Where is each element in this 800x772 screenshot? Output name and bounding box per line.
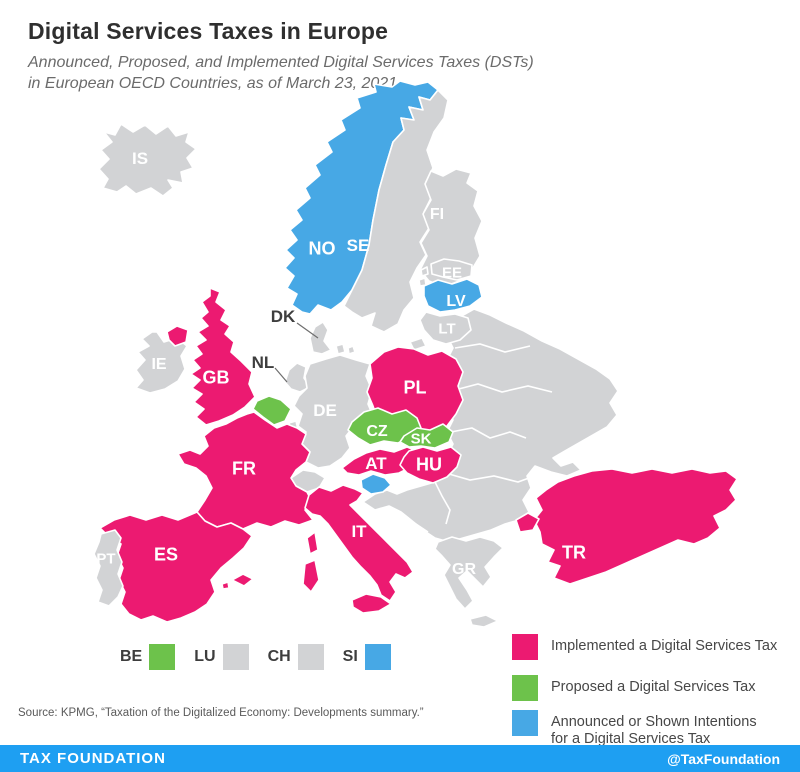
country-se: [343, 89, 449, 333]
mini-legend-item-lu: LU: [194, 644, 249, 670]
country-is: [98, 123, 197, 197]
country-label-hu: HU: [416, 454, 442, 474]
mini-legend-swatch: [222, 644, 249, 670]
country-pt: [93, 529, 124, 607]
border-line-0: [454, 343, 531, 353]
legend-label: for a Digital Services Tax: [551, 731, 711, 747]
legend-swatch-proposed: [512, 675, 538, 701]
country-nl: [284, 362, 311, 393]
mini-legend-code: LU: [194, 648, 216, 665]
page-title: Digital Services Taxes in Europe: [28, 18, 389, 44]
footer-brand: TAX FOUNDATION: [20, 750, 166, 767]
europe-map: IS NO SE FI EE LV LT DK IE GB NL DE PL CZ SK AT HU FR IT ES…: [93, 80, 738, 628]
border-line-1: [454, 383, 553, 393]
country-label-pt: PT: [96, 550, 115, 567]
border-line-3: [448, 473, 530, 483]
country-label-de: DE: [313, 401, 337, 420]
legend-label: Implemented a Digital Services Tax: [551, 638, 778, 654]
country-tr-part1: [515, 512, 540, 533]
mini-legend-swatch: [297, 644, 324, 670]
country-label-at: AT: [365, 454, 387, 473]
callout-line-nl: [274, 367, 288, 383]
border-line-2: [450, 427, 527, 439]
country-label-nl: NL: [252, 353, 275, 372]
country-gb: [190, 287, 256, 426]
country-dk: [309, 321, 332, 355]
country-label-gb: GB: [203, 367, 230, 387]
border-line-5: [388, 505, 429, 533]
mini-legend-code: SI: [342, 648, 358, 665]
border-line-4: [434, 481, 451, 525]
country-label-gr: GR: [452, 561, 476, 578]
country-dk-part2: [347, 345, 356, 355]
country-si: [360, 473, 392, 495]
country-dk-part1: [335, 343, 346, 355]
mini-legend-item-ch: CH: [268, 644, 324, 670]
header: Digital Services Taxes in Europe Announc…: [28, 18, 534, 94]
country-label-dk: DK: [271, 307, 296, 326]
mini-legend: BE LU CH SI: [120, 644, 391, 670]
legend: Implemented a Digital Services Tax Propo…: [512, 634, 777, 748]
country-label-lv: LV: [446, 293, 466, 310]
subtitle-line-1: Announced, Proposed, and Implemented Dig…: [28, 54, 534, 71]
country-label-fi: FI: [430, 206, 444, 223]
country-gb-part1: [166, 325, 189, 347]
country-gr-part1: [469, 614, 499, 628]
country-fi: [419, 168, 483, 288]
mini-legend-code: BE: [120, 648, 143, 665]
country-label-ie: IE: [151, 356, 166, 373]
legend-item-proposed: Proposed a Digital Services Tax: [512, 675, 777, 701]
country-es-part2: [221, 581, 230, 590]
country-label-no: NO: [309, 238, 336, 258]
country-it-part1: [351, 593, 392, 614]
country-lt: [419, 311, 472, 345]
legend-label: Announced or Shown Intentions: [551, 714, 757, 730]
country-lv: [423, 278, 483, 313]
country-sk: [399, 423, 454, 449]
mini-legend-item-si: SI: [343, 644, 391, 670]
country-fr-part1: [306, 531, 319, 555]
subtitle-line-2: in European OECD Countries, as of March …: [28, 75, 398, 92]
country-label-is: IS: [132, 149, 148, 168]
country-de: [293, 354, 375, 469]
country-it-part2: [302, 559, 320, 593]
mini-legend-swatch: [364, 644, 391, 670]
legend-item-announced: Announced or Shown Intentions for a Digi…: [512, 710, 777, 748]
country-label-fr: FR: [232, 458, 256, 478]
country-ee-part1: [420, 266, 429, 277]
country-label-se: SE: [347, 236, 370, 255]
country-be: [252, 395, 292, 426]
country-label-ee: EE: [442, 264, 462, 281]
country-es-part1: [231, 573, 254, 587]
country-it: [304, 484, 414, 602]
country-es: [99, 511, 253, 623]
region-other-europe-1: [409, 337, 427, 351]
mini-legend-swatch: [149, 644, 176, 670]
country-label-es: ES: [154, 544, 178, 564]
country-label-lt: LT: [438, 320, 455, 337]
country-fr: [177, 411, 314, 530]
mini-legend-code: CH: [267, 648, 291, 665]
legend-swatch-implemented: [512, 634, 538, 660]
legend-item-implemented: Implemented a Digital Services Tax: [512, 634, 777, 660]
legend-label: Proposed a Digital Services Tax: [551, 679, 756, 695]
country-hu: [399, 446, 462, 484]
footer-handle: @TaxFoundation: [667, 750, 780, 767]
country-label-cz: CZ: [366, 423, 388, 440]
country-gr: [434, 536, 504, 610]
footer-bar: TAX FOUNDATION @TaxFoundation: [0, 745, 800, 772]
country-tr: [533, 468, 738, 585]
source-note: Source: KPMG, “Taxation of the Digitaliz…: [18, 707, 424, 719]
mini-legend-item-be: BE: [120, 644, 176, 670]
country-label-tr: TR: [562, 542, 586, 562]
country-label-it: IT: [351, 522, 367, 541]
country-label-sk: SK: [411, 430, 432, 447]
callout-line-dk: [296, 322, 319, 339]
legend-swatch-announced: [512, 710, 538, 736]
country-ee: [430, 258, 473, 281]
country-label-pl: PL: [403, 377, 426, 397]
